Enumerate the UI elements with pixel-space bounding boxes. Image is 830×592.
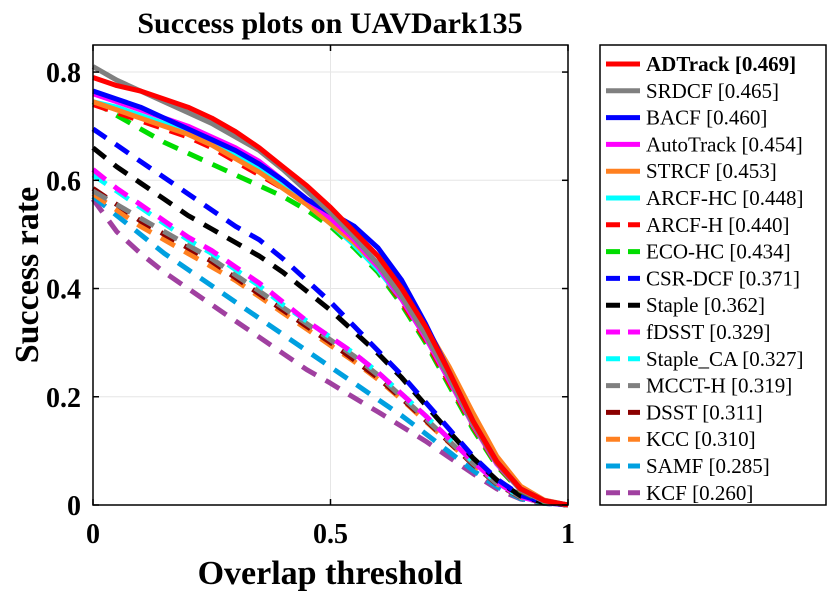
chart-title: Success plots on UAVDark135: [137, 7, 522, 40]
legend-label: ADTrack [0.469]: [646, 52, 796, 76]
legend-label: STRCF [0.453]: [646, 159, 777, 183]
legend-label: BACF [0.460]: [646, 106, 767, 130]
legend-label: SAMF [0.285]: [646, 454, 770, 478]
y-tick-label: 0: [67, 491, 81, 522]
legend-label: DSST [0.311]: [646, 400, 763, 424]
legend-label: MCCT-H [0.319]: [646, 374, 792, 398]
legend-label: ARCF-H [0.440]: [646, 213, 790, 237]
series-line-strcf: [92, 99, 569, 508]
legend-label: Staple_CA [0.327]: [646, 347, 804, 371]
y-tick-label: 0.8: [46, 58, 81, 89]
y-axis-label: Success rate: [9, 187, 46, 364]
x-tick-label: 0.5: [313, 519, 348, 550]
legend-label: ECO-HC [0.434]: [646, 240, 791, 264]
series-line-adtrack: [92, 75, 569, 508]
legend-box: [599, 44, 827, 506]
legend-label: fDSST [0.329]: [646, 320, 770, 344]
legend: ADTrack [0.469] SRDCF [0.465] BACF [0.460]…: [599, 44, 827, 506]
legend-label: CSR-DCF [0.371]: [646, 266, 800, 290]
grid: [92, 45, 569, 506]
legend-label: Staple [0.362]: [646, 293, 765, 317]
y-tick-label: 0.6: [46, 166, 81, 197]
x-axis-label: Overlap threshold: [198, 555, 463, 592]
y-tick-label: 0.4: [46, 275, 81, 306]
legend-label: ARCF-HC [0.448]: [646, 186, 804, 210]
legend-label: AutoTrack [0.454]: [646, 132, 803, 156]
axis-ticks: 0 0.5 1 0 0.2 0.4 0.6 0.8: [46, 45, 575, 550]
legend-label: KCF [0.260]: [646, 481, 753, 505]
y-tick-label: 0.2: [46, 383, 81, 414]
series-line-csr-dcf: [91, 126, 569, 508]
series-lines: [90, 64, 569, 508]
legend-label: KCC [0.310]: [646, 427, 756, 451]
x-tick-label: 1: [561, 519, 575, 550]
series-line-samf: [91, 194, 569, 508]
legend-label: SRDCF [0.465]: [646, 79, 779, 103]
x-tick-label: 0: [86, 519, 100, 550]
